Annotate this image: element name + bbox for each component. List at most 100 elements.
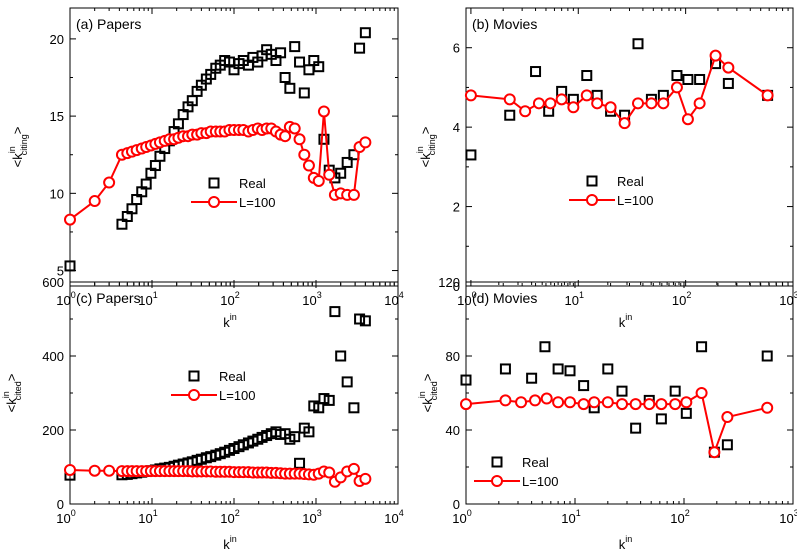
legend-label: L=100 bbox=[617, 193, 654, 208]
x-tick-exponent: 0 bbox=[71, 508, 76, 518]
legend-label: Real bbox=[219, 369, 246, 384]
data-point-square bbox=[722, 77, 734, 89]
x-tick-exponent: 2 bbox=[685, 508, 690, 518]
data-point-square bbox=[275, 47, 287, 59]
data-point-circle bbox=[681, 113, 694, 126]
x-tick-label: 104 bbox=[384, 290, 403, 308]
data-point-circle bbox=[323, 466, 336, 479]
x-tick-exponent: 2 bbox=[235, 290, 240, 300]
data-point-square bbox=[284, 82, 296, 94]
legend-label: Real bbox=[617, 174, 644, 189]
data-point-circle bbox=[529, 394, 542, 407]
data-point-circle bbox=[761, 401, 774, 414]
y-axis-label: <kin cited> bbox=[417, 374, 439, 413]
data-point-circle bbox=[601, 396, 614, 409]
data-point-circle bbox=[695, 387, 708, 399]
data-point-circle bbox=[632, 97, 645, 110]
x-axis-label: kin bbox=[619, 312, 633, 330]
data-point-circle bbox=[604, 101, 617, 114]
legend: Real L=100 bbox=[171, 369, 256, 403]
data-point-circle bbox=[302, 159, 315, 172]
data-point-circle bbox=[288, 122, 301, 135]
series-model bbox=[64, 105, 372, 226]
data-point-circle bbox=[591, 97, 604, 110]
y-axis-label: <kin citing> bbox=[415, 127, 437, 168]
y-axis-label-end: > bbox=[420, 374, 435, 382]
y-tick-label: 0 bbox=[453, 279, 460, 294]
data-point-circle bbox=[645, 97, 658, 110]
data-point-square bbox=[335, 167, 347, 179]
x-tick-label: 103 bbox=[779, 508, 797, 526]
legend-marker-circle bbox=[208, 196, 220, 208]
x-tick-label: 104 bbox=[384, 508, 403, 526]
legend-marker-circle bbox=[188, 389, 200, 401]
legend-marker-circle bbox=[586, 194, 598, 206]
data-point-circle bbox=[629, 398, 642, 411]
panel-label: (b) Movies bbox=[472, 16, 537, 32]
data-point-square bbox=[669, 385, 681, 397]
data-point-circle bbox=[761, 89, 774, 102]
series-model bbox=[64, 462, 372, 488]
data-point-circle bbox=[460, 398, 472, 411]
data-point-circle bbox=[680, 396, 693, 409]
data-point-circle bbox=[567, 101, 580, 114]
panel-label: (d) Movies bbox=[472, 290, 537, 306]
legend-marker-square bbox=[491, 456, 503, 468]
y-tick-label: 120 bbox=[438, 275, 460, 290]
data-point-square bbox=[655, 413, 667, 425]
data-point-square bbox=[564, 365, 576, 377]
legend-label: L=100 bbox=[219, 388, 256, 403]
data-point-circle bbox=[519, 105, 532, 118]
data-point-circle bbox=[532, 97, 545, 110]
data-point-square bbox=[632, 38, 644, 50]
data-point-square bbox=[530, 66, 542, 78]
y-tick-label: 80 bbox=[446, 349, 460, 364]
data-point-circle bbox=[312, 174, 325, 187]
y-tick-label: 0 bbox=[453, 497, 460, 512]
y-axis-label: <kin cited> bbox=[1, 374, 23, 413]
x-tick-exponent: 1 bbox=[576, 508, 581, 518]
x-tick-label: 103 bbox=[779, 290, 797, 308]
data-point-square bbox=[581, 70, 593, 82]
x-axis-label-sup: in bbox=[230, 534, 237, 544]
x-tick-label: 102 bbox=[220, 508, 239, 526]
data-point-circle bbox=[103, 464, 116, 477]
x-tick-label: 101 bbox=[138, 290, 157, 308]
data-point-circle bbox=[359, 472, 372, 485]
data-point-circle bbox=[359, 136, 372, 149]
x-tick-label: 101 bbox=[565, 290, 584, 308]
x-tick-exponent: 3 bbox=[794, 508, 797, 518]
data-point-circle bbox=[515, 396, 528, 409]
data-point-circle bbox=[616, 398, 629, 411]
data-point-square bbox=[335, 350, 347, 362]
data-point-circle bbox=[317, 105, 330, 118]
data-point-square bbox=[318, 133, 330, 145]
y-tick-label: 20 bbox=[50, 32, 64, 47]
data-point-circle bbox=[503, 93, 516, 106]
x-tick-label: 102 bbox=[672, 290, 691, 308]
data-point-square bbox=[303, 64, 315, 76]
data-point-square bbox=[323, 394, 335, 406]
y-axis-label-end: > bbox=[418, 127, 433, 135]
x-tick-label: 103 bbox=[302, 508, 321, 526]
x-tick-label: 100 bbox=[56, 290, 75, 308]
y-axis-label-sub: citing bbox=[19, 134, 29, 155]
data-point-square bbox=[303, 426, 315, 438]
y-tick-label: 15 bbox=[50, 109, 64, 124]
data-point-square bbox=[354, 313, 366, 325]
data-point-square bbox=[359, 27, 371, 39]
y-tick-label: 400 bbox=[42, 349, 64, 364]
legend: Real L=100 bbox=[191, 176, 276, 210]
y-axis-label-sup: in bbox=[7, 146, 17, 153]
y-tick-label: 200 bbox=[42, 423, 64, 438]
data-point-square bbox=[289, 431, 301, 443]
series-model bbox=[464, 49, 774, 130]
data-point-square bbox=[499, 363, 511, 375]
data-point-square bbox=[140, 178, 152, 190]
x-axis-label: kin bbox=[223, 534, 237, 552]
data-point-square bbox=[578, 380, 590, 392]
